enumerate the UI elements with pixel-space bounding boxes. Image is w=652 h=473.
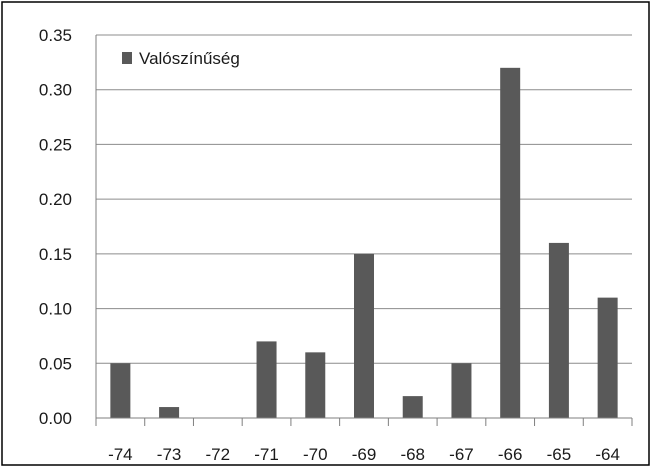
bar: [110, 363, 131, 418]
x-tick-label: -71: [254, 445, 279, 464]
y-tick-label: 0.20: [39, 190, 72, 209]
bar: [500, 67, 521, 418]
y-tick-label: 0.15: [39, 245, 72, 264]
x-tick-label: -74: [108, 445, 133, 464]
x-tick-label: -68: [400, 445, 425, 464]
bar: [256, 341, 277, 418]
y-tick-label: 0.05: [39, 354, 72, 373]
x-tick-label: -69: [352, 445, 377, 464]
x-tick-label: -65: [547, 445, 572, 464]
y-tick-label: 0.10: [39, 300, 72, 319]
bar: [597, 297, 618, 418]
chart-border: [1, 1, 650, 466]
bar: [548, 242, 569, 418]
axes: 0.00 0.05 0.10 0.15 0.20 0.25 0.30 0.35 -74 -73 -7…: [39, 26, 633, 464]
bar: [402, 396, 423, 418]
x-tick-label: -67: [449, 445, 474, 464]
y-tick-label: 0.25: [39, 135, 72, 154]
x-tick-label: -66: [498, 445, 523, 464]
gridlines: [96, 34, 632, 364]
bar: [354, 253, 374, 418]
y-tick-label: 0.35: [39, 26, 72, 45]
x-tick-label: -72: [206, 445, 231, 464]
x-tick-label: -70: [303, 445, 328, 464]
legend: Valószínűség: [122, 49, 240, 68]
legend-swatch: [122, 52, 132, 64]
bar-series: [110, 67, 618, 418]
bar: [451, 363, 472, 418]
x-tick-label: -64: [595, 445, 620, 464]
bar: [159, 407, 180, 418]
y-tick-label: 0.30: [39, 81, 72, 100]
y-tick-label: 0.00: [39, 409, 72, 428]
x-tick-label: -73: [157, 445, 182, 464]
legend-label: Valószínűség: [139, 49, 240, 68]
bar: [305, 352, 326, 418]
